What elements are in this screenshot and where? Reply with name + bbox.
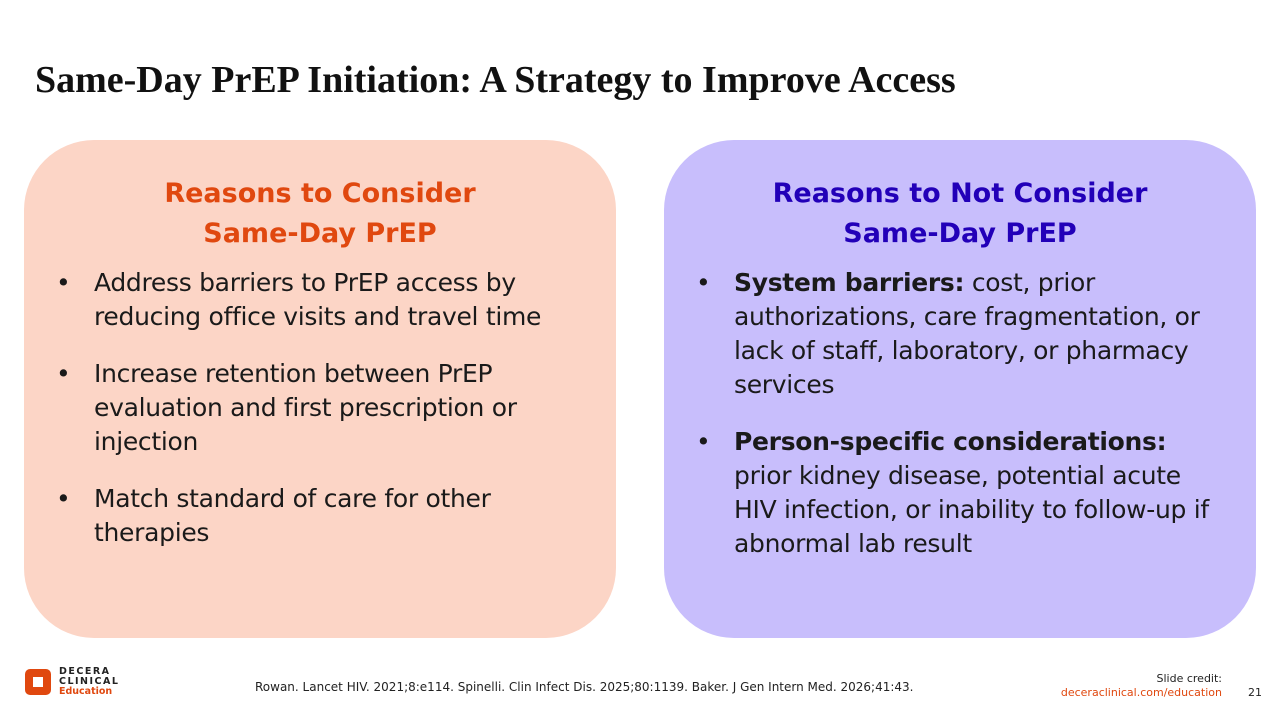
slide-credit: Slide credit: deceraclinical.com/educatio… xyxy=(1061,672,1222,700)
logo-text: CLINICAL xyxy=(59,676,120,687)
list-item: Address barriers to PrEP access by reduc… xyxy=(56,266,586,334)
reasons-not-to-consider-panel: Reasons to Not Consider Same-Day PrEP Sys… xyxy=(664,140,1256,638)
bullet-text: prior kidney disease, potential acute HI… xyxy=(734,461,1209,558)
slide-title: Same-Day PrEP Initiation: A Strategy to … xyxy=(35,59,956,101)
heading-line: Same-Day PrEP xyxy=(203,218,437,249)
heading-line: Reasons to Consider xyxy=(164,178,476,209)
heading-line: Reasons to Not Consider xyxy=(772,178,1148,209)
reasons-to-consider-panel: Reasons to Consider Same-Day PrEP Address… xyxy=(24,140,616,638)
decera-logo: DECERA CLINICAL Education xyxy=(25,667,119,697)
panel-heading: Reasons to Consider Same-Day PrEP xyxy=(54,174,586,254)
credit-link[interactable]: deceraclinical.com/education xyxy=(1060,686,1222,699)
bullet-text: cost, prior authorizations, care fragmen… xyxy=(734,268,1200,399)
heading-line: Same-Day PrEP xyxy=(843,218,1077,249)
list-item: Increase retention between PrEP evaluati… xyxy=(56,357,586,459)
list-item: Match standard of care for other therapi… xyxy=(56,482,586,550)
panel-heading: Reasons to Not Consider Same-Day PrEP xyxy=(694,174,1226,254)
list-item: System barriers: cost, prior authorizati… xyxy=(696,266,1226,402)
bullet-bold: System barriers: xyxy=(734,268,965,297)
page-number: 21 xyxy=(1248,686,1262,699)
credit-label: Slide credit: xyxy=(1156,672,1223,685)
logo-text: Education xyxy=(59,686,113,697)
bullet-bold: Person-specific considerations: xyxy=(734,427,1167,456)
references: Rowan. Lancet HIV. 2021;8:e114. Spinelli… xyxy=(255,680,914,694)
logo-text: DECERA xyxy=(59,666,111,677)
logo-mark-icon xyxy=(25,669,51,695)
list-item: Person-specific considerations: prior ki… xyxy=(696,425,1226,561)
